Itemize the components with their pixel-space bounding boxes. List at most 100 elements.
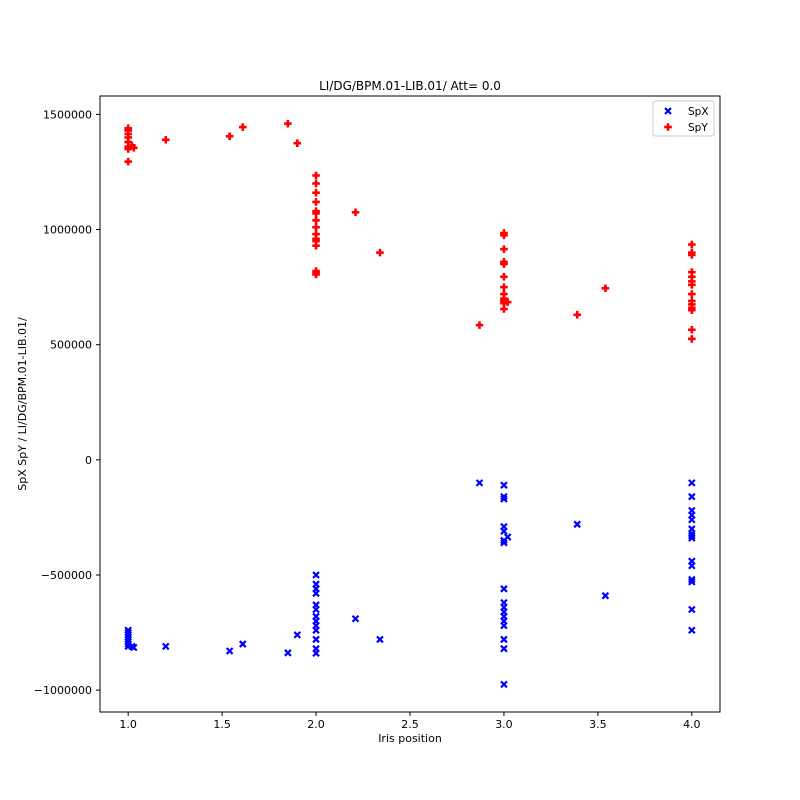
- y-tick-label: 0: [85, 454, 92, 467]
- data-point-spy: [503, 298, 512, 306]
- data-point-spx: [475, 479, 484, 487]
- data-point-spy: [500, 305, 508, 313]
- data-point-spy: [688, 325, 696, 334]
- data-point-spy: [688, 290, 696, 298]
- legend: SpX SpY: [652, 100, 715, 137]
- data-point-spx: [312, 605, 320, 614]
- data-point-spx: [688, 575, 696, 584]
- data-point-spy: [688, 335, 696, 343]
- data-point-spy: [500, 245, 508, 253]
- data-point-spy: [688, 306, 696, 314]
- data-point-spy: [500, 231, 508, 240]
- data-point-spx: [688, 534, 696, 542]
- x-tick-label: 2.5: [401, 718, 419, 731]
- data-point-spy: [500, 260, 508, 268]
- chart-title: LI/DG/BPM.01-LIB.01/ Att= 0.0: [319, 79, 501, 93]
- data-point-spx: [500, 481, 508, 489]
- data-point-spx: [500, 492, 508, 501]
- data-point-spy: [573, 310, 582, 319]
- data-point-spy: [500, 283, 508, 291]
- x-axis-ticks: 1.0 1.5 2.0 2.5 3.0 3.5 4.0: [119, 712, 701, 731]
- y-tick-label: 500000: [50, 339, 92, 352]
- data-point-spx: [239, 640, 247, 648]
- legend-marker-spy: [664, 123, 672, 131]
- data-point-spx: [130, 643, 138, 652]
- y-tick-label: −1000000: [34, 684, 92, 697]
- y-axis-ticks: −1000000 −500000 0 500000 1000000 1500000: [34, 108, 100, 697]
- data-point-spx: [312, 571, 320, 579]
- data-point-spx: [225, 647, 234, 655]
- data-point-spy: [312, 198, 320, 206]
- data-point-spx: [161, 642, 170, 651]
- data-point-spy: [688, 251, 696, 259]
- data-point-spy: [312, 188, 320, 197]
- data-point-spy: [312, 209, 320, 218]
- legend-label-spx: SpX: [688, 106, 709, 118]
- x-tick-label: 3.5: [589, 718, 607, 731]
- data-point-spx: [688, 515, 696, 524]
- data-point-spx: [503, 533, 512, 541]
- data-point-spy: [225, 132, 234, 141]
- data-point-spx: [284, 649, 292, 657]
- legend-label-spy: SpY: [688, 122, 708, 134]
- data-point-spy: [312, 270, 320, 279]
- data-point-spx: [376, 635, 384, 644]
- data-point-spy: [161, 135, 170, 144]
- series-spx: [124, 479, 696, 689]
- legend-marker-spx: [664, 107, 672, 115]
- data-point-spx: [688, 626, 696, 635]
- data-point-spx: [500, 527, 508, 536]
- data-point-spy: [130, 144, 138, 152]
- data-point-spx: [293, 631, 302, 639]
- series-spy: [124, 119, 696, 343]
- data-point-spx: [500, 585, 508, 593]
- data-point-spx: [688, 561, 696, 570]
- data-point-spy: [475, 321, 484, 329]
- data-point-spy: [238, 123, 247, 131]
- data-point-spy: [351, 208, 360, 217]
- data-point-spx: [500, 635, 508, 644]
- data-point-spy: [312, 223, 320, 232]
- data-point-spy: [312, 171, 320, 180]
- data-point-spx: [688, 492, 696, 501]
- data-point-spx: [500, 644, 508, 653]
- data-point-spy: [124, 157, 132, 166]
- data-point-spx: [688, 605, 696, 614]
- data-point-spx: [500, 495, 508, 503]
- data-point-spx: [688, 532, 696, 540]
- x-tick-label: 3.0: [495, 718, 513, 731]
- data-point-spy: [601, 284, 610, 293]
- y-tick-label: −500000: [41, 569, 92, 582]
- data-point-spx: [351, 614, 360, 623]
- data-point-spx: [312, 589, 320, 598]
- data-point-spy: [500, 272, 508, 281]
- data-point-spy: [312, 216, 320, 225]
- y-tick-label: 1000000: [43, 224, 92, 237]
- data-point-spy: [376, 248, 384, 257]
- y-axis-label: SpX SpY / LI/DG/BPM.01-LIB.01/: [16, 317, 29, 491]
- data-point-spx: [688, 479, 696, 487]
- data-point-spy: [312, 241, 320, 250]
- data-point-spx: [601, 591, 610, 600]
- data-point-spx: [688, 578, 696, 586]
- data-point-spx: [312, 649, 320, 658]
- x-axis-label: Iris position: [378, 732, 442, 745]
- data-point-spx: [500, 621, 508, 630]
- x-tick-label: 4.0: [683, 718, 701, 731]
- x-tick-label: 2.0: [307, 718, 325, 731]
- data-point-spx: [500, 538, 508, 547]
- data-point-spy: [688, 281, 696, 289]
- data-series: [124, 119, 696, 689]
- x-tick-label: 1.0: [119, 718, 137, 731]
- data-point-spx: [500, 680, 508, 689]
- data-point-spx: [312, 635, 320, 644]
- data-point-spy: [284, 119, 292, 128]
- y-tick-label: 1500000: [43, 108, 92, 121]
- data-point-spy: [293, 139, 302, 148]
- data-point-spx: [573, 520, 581, 529]
- data-point-spy: [688, 240, 696, 249]
- data-point-spx: [312, 626, 320, 635]
- x-tick-label: 1.5: [213, 718, 231, 731]
- data-point-spy: [312, 179, 320, 188]
